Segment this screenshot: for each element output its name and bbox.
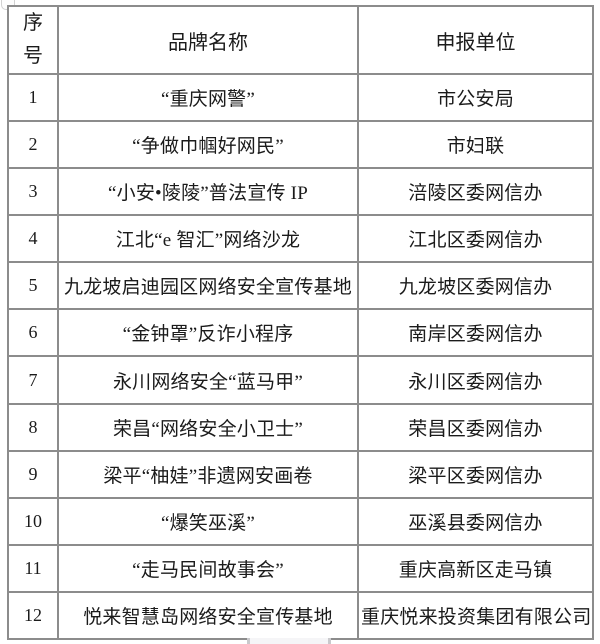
row-number-cell: 1 — [7, 72, 59, 123]
brand-name-cell: 江北“e 智汇”网络沙龙 — [57, 214, 359, 264]
row-number-cell: 4 — [7, 214, 59, 264]
horizontal-scrollbar-thumb[interactable] — [247, 638, 331, 644]
declaring-unit-cell: 荣昌区委网信办 — [357, 402, 594, 452]
brand-name-cell: 荣昌“网络安全小卫士” — [57, 402, 359, 452]
row-number-cell: 10 — [7, 496, 59, 546]
declaring-unit-cell: 南岸区委网信办 — [357, 308, 594, 358]
table-row: 1 “重庆网警” 市公安局 — [7, 72, 594, 123]
brand-name-cell: “走马民间故事会” — [57, 543, 359, 593]
brand-name-cell: 悦来智慧岛网络安全宣传基地 — [57, 590, 359, 641]
row-number-cell: 6 — [7, 308, 59, 358]
brand-name-cell: “小安•陵陵”普法宣传 IP — [57, 167, 359, 217]
header-declaring-unit: 申报单位 — [357, 5, 594, 75]
table-row: 9 梁平“柚娃”非遗网安画卷 梁平区委网信办 — [7, 449, 594, 499]
row-number-cell: 8 — [7, 402, 59, 452]
brand-name-cell: 梁平“柚娃”非遗网安画卷 — [57, 449, 359, 499]
table-row: 5 九龙坡启迪园区网络安全宣传基地 九龙坡区委网信办 — [7, 261, 594, 311]
declaring-unit-cell: 巫溪县委网信办 — [357, 496, 594, 546]
declaring-unit-cell: 九龙坡区委网信办 — [357, 261, 594, 311]
table-row: 8 荣昌“网络安全小卫士” 荣昌区委网信办 — [7, 402, 594, 452]
table-row: 12 悦来智慧岛网络安全宣传基地 重庆悦来投资集团有限公司 — [7, 590, 594, 641]
header-seq: 序号 — [7, 5, 59, 75]
brand-name-cell: 永川网络安全“蓝马甲” — [57, 355, 359, 405]
declaring-unit-cell: 梁平区委网信办 — [357, 449, 594, 499]
table-row: 2 “争做巾帼好网民” 市妇联 — [7, 120, 594, 170]
table-row: 7 永川网络安全“蓝马甲” 永川区委网信办 — [7, 355, 594, 405]
table-row: 4 江北“e 智汇”网络沙龙 江北区委网信办 — [7, 214, 594, 264]
table-row: 3 “小安•陵陵”普法宣传 IP 涪陵区委网信办 — [7, 167, 594, 217]
row-number-cell: 11 — [7, 543, 59, 593]
table-row: 10 “爆笑巫溪” 巫溪县委网信办 — [7, 496, 594, 546]
header-row: 序号 品牌名称 申报单位 — [7, 5, 594, 75]
header-seq-label: 序号 — [23, 12, 43, 67]
row-number-cell: 2 — [7, 120, 59, 170]
row-number-cell: 5 — [7, 261, 59, 311]
brand-name-cell: “金钟罩”反诈小程序 — [57, 308, 359, 358]
row-number-cell: 9 — [7, 449, 59, 499]
row-number-cell: 3 — [7, 167, 59, 217]
declaring-unit-cell: 市妇联 — [357, 120, 594, 170]
header-brand-name: 品牌名称 — [57, 5, 359, 75]
declaring-unit-cell: 市公安局 — [357, 72, 594, 123]
declaring-unit-cell: 涪陵区委网信办 — [357, 167, 594, 217]
brand-name-cell: “争做巾帼好网民” — [57, 120, 359, 170]
brand-name-cell: “爆笑巫溪” — [57, 496, 359, 546]
declaring-unit-cell: 江北区委网信办 — [357, 214, 594, 264]
declaring-unit-cell: 重庆悦来投资集团有限公司 — [357, 590, 594, 641]
table-row: 6 “金钟罩”反诈小程序 南岸区委网信办 — [7, 308, 594, 358]
row-number-cell: 12 — [7, 590, 59, 641]
table-row: 11 “走马民间故事会” 重庆高新区走马镇 — [7, 543, 594, 593]
brand-name-cell: “重庆网警” — [57, 72, 359, 123]
row-number-cell: 7 — [7, 355, 59, 405]
brand-name-cell: 九龙坡启迪园区网络安全宣传基地 — [57, 261, 359, 311]
declaring-unit-cell: 永川区委网信办 — [357, 355, 594, 405]
brand-declaration-table: 序号 品牌名称 申报单位 1 “重庆网警” 市公安局 2 “争做巾帼好网民” 市妇联 3 “小… — [7, 5, 594, 641]
declaring-unit-cell: 重庆高新区走马镇 — [357, 543, 594, 593]
